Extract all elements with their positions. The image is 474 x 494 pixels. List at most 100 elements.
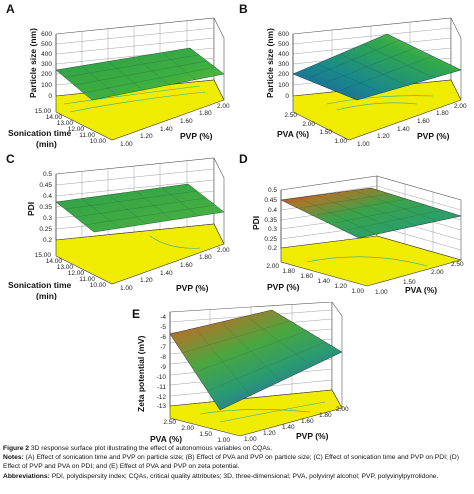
y-tick: 1.80: [319, 412, 332, 419]
x-tick: 1.50: [199, 431, 212, 438]
x-tick: 2.50: [284, 112, 297, 119]
y-tick: 1.60: [301, 418, 314, 425]
x-tick: 1.50: [319, 129, 332, 136]
z-tick: -13: [157, 403, 167, 410]
x-tick: 10.00: [90, 138, 107, 145]
y-tick: 1.80: [199, 110, 212, 117]
y-tick: 1.00: [120, 285, 133, 292]
z-tick: 0.25: [264, 236, 277, 243]
x-tick: 2.00: [302, 121, 315, 128]
z-tick: 0.3: [268, 226, 277, 233]
y-tick: 1.00: [120, 141, 133, 148]
z-tick: -6: [160, 334, 166, 341]
z-tick: 0: [48, 93, 52, 100]
surface-plot-e: -4 -5 -6 -7 -8 -9 -10 -11 -12 -13 Zeta p…: [132, 302, 349, 444]
z-tick: 400: [278, 51, 289, 58]
y-tick: 1.00: [357, 141, 370, 148]
z-axis-title: PDI: [26, 202, 36, 216]
z-tick: -5: [160, 324, 166, 331]
y-axis-title: PVP (%): [417, 131, 450, 141]
floor-projection: [169, 389, 343, 437]
response-surface: [292, 33, 462, 101]
z-tick: 100: [278, 82, 289, 89]
y-tick: 2.50: [451, 261, 464, 268]
panel-a: 600 500 400 300 200 100 0 Particle size …: [0, 0, 237, 150]
floor-projection: [280, 235, 463, 287]
x-tick: 13.00: [57, 264, 74, 271]
x-tick: 12.00: [68, 270, 85, 277]
x-axis-title-line2: (min): [36, 139, 57, 149]
y-tick: 1.00: [244, 436, 257, 443]
figure-label: Figure 2: [3, 445, 30, 452]
y-tick: 2.00: [217, 103, 230, 110]
z-tick: -7: [160, 344, 166, 351]
x-tick: 1.00: [334, 138, 347, 145]
z-tick: 300: [278, 61, 289, 68]
x-tick: 1.00: [351, 288, 364, 295]
x-tick: 15.00: [35, 108, 52, 115]
x-tick: 14.00: [46, 258, 63, 265]
y-tick: 1.20: [377, 133, 390, 140]
caption-title: Figure 2 3D response surface plot illust…: [3, 444, 473, 453]
x-axis-title: PVA (%): [150, 434, 182, 444]
z-tick: -8: [160, 354, 166, 361]
z-tick: 200: [278, 71, 289, 78]
y-tick: 1.60: [180, 262, 193, 269]
panel-d: 0.5 0.45 0.4 0.35 0.3 0.25 0.2 PDI 2.00 …: [237, 150, 474, 300]
y-tick: 1.80: [199, 254, 212, 261]
x-tick: 11.00: [79, 276, 95, 283]
x-axis-title: Sonication time: [8, 128, 72, 138]
floor-projection: [292, 79, 462, 141]
z-tick: 0.2: [268, 245, 277, 252]
z-tick: -9: [160, 364, 166, 371]
x-axis-title: PVA (%): [277, 129, 309, 139]
y-tick: 2.00: [217, 247, 230, 254]
y-tick: 1.40: [397, 126, 410, 133]
y-axis-title: PVP (%): [180, 131, 213, 141]
abbreviations-label: Abbreviations:: [3, 472, 50, 480]
z-tick: 0.35: [264, 217, 277, 224]
z-axis-title: Zeta potential (mV): [136, 335, 146, 412]
z-tick: 600: [278, 31, 289, 38]
panel-c: 0.5 0.45 0.4 0.35 0.3 0.25 0.2 PDI 15.00…: [0, 150, 237, 300]
x-tick: 13.00: [57, 120, 74, 127]
z-tick: -4: [160, 314, 166, 321]
x-axis-title-line2: (min): [36, 291, 57, 300]
y-tick: 1.50: [403, 279, 416, 286]
y-tick: 2.00: [336, 406, 349, 413]
panel-label: A: [6, 2, 15, 16]
y-tick: 1.40: [282, 424, 295, 431]
x-tick: 2.00: [181, 425, 194, 432]
panel-e: -4 -5 -6 -7 -8 -9 -10 -11 -12 -13 Zeta p…: [120, 302, 360, 444]
z-tick: -10: [157, 374, 167, 381]
abbreviations-text: PDI, polydispersity index; CQAs, critica…: [51, 472, 439, 480]
y-tick: 1.00: [375, 289, 388, 296]
y-tick: 1.40: [160, 270, 173, 277]
panel-b: 600 500 400 300 200 100 0 Particle size …: [237, 0, 474, 150]
surface-plot-a: 600 500 400 300 200 100 0 Particle size …: [6, 2, 230, 149]
z-tick: -12: [157, 394, 167, 401]
y-tick: 1.80: [436, 110, 449, 117]
x-tick: 1.20: [334, 283, 347, 290]
figure-caption: Figure 2 3D response surface plot illust…: [3, 444, 473, 481]
z-tick: 400: [41, 51, 52, 58]
x-tick: 2.00: [266, 263, 279, 270]
z-tick: 600: [41, 31, 52, 38]
y-tick: 1.20: [263, 430, 276, 437]
caption-notes: Notes: (A) Effect of sonication time and…: [3, 453, 473, 471]
z-tick: 500: [278, 41, 289, 48]
y-tick: 1.60: [417, 118, 430, 125]
z-tick: 0.3: [43, 215, 52, 222]
z-tick: 200: [41, 71, 52, 78]
y-tick: 1.20: [140, 277, 153, 284]
y-axis-title: PVA (%): [405, 285, 437, 295]
panel-label: D: [239, 152, 248, 166]
z-tick: 500: [41, 41, 52, 48]
z-tick: -11: [157, 384, 166, 391]
y-axis-title: PVP (%): [176, 283, 209, 293]
x-tick: 1.80: [282, 268, 295, 275]
y-axis-title: PVP (%): [296, 431, 329, 441]
x-tick: 15.00: [35, 252, 52, 259]
z-tick: 100: [41, 82, 52, 89]
y-tick: 1.20: [140, 133, 153, 140]
